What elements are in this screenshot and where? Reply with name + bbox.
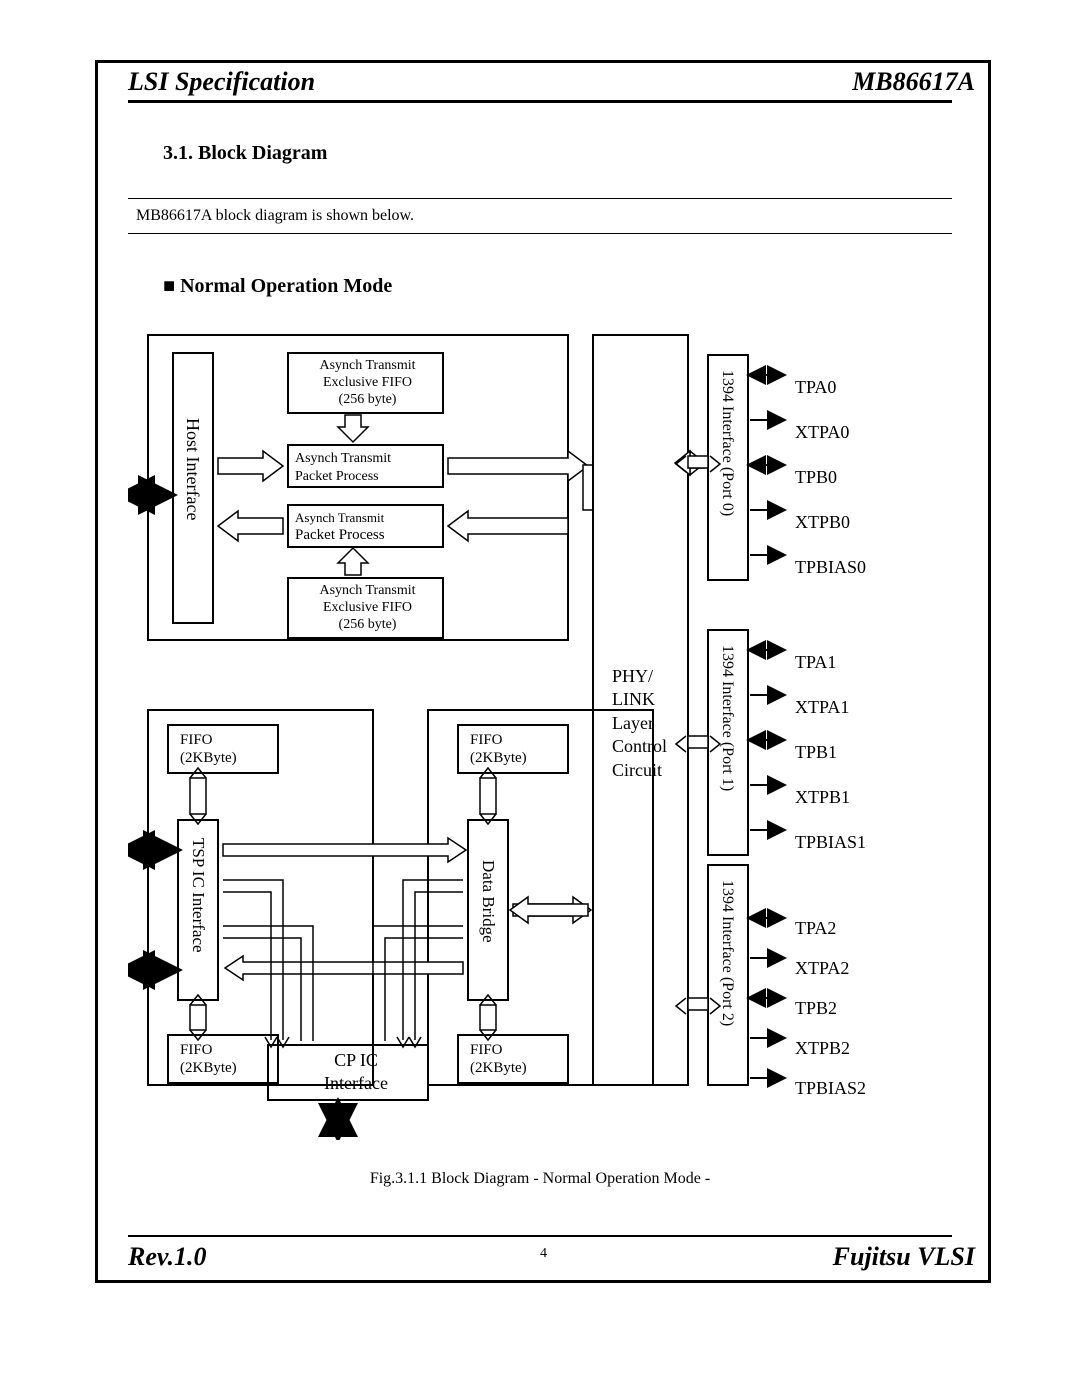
fifo-tr: FIFO (2KByte) xyxy=(470,731,527,767)
tsp-label: TSP IC Interface xyxy=(188,838,208,953)
page: LSI Specification MB86617A 3.1. Block Di… xyxy=(0,0,1080,1397)
intro-box: MB86617A block diagram is shown below. xyxy=(128,198,952,234)
header-right: MB86617A xyxy=(852,67,975,97)
header-left: LSI Specification xyxy=(128,67,315,97)
port1-label: 1394 Interface (Port 1) xyxy=(718,645,736,791)
intro-text: MB86617A block diagram is shown below. xyxy=(128,207,952,225)
bridge-label: Data Bridge xyxy=(478,860,498,943)
fifo-br: FIFO (2KByte) xyxy=(470,1041,527,1077)
port0-label: 1394 Interface (Port 0) xyxy=(718,370,736,516)
fifo-tl: FIFO (2KByte) xyxy=(180,731,237,767)
arx-fifo-bot: Asynch Transmit Exclusive FIFO (256 byte… xyxy=(295,583,440,633)
footer-page: 4 xyxy=(540,1246,547,1262)
host-interface-label: Host Interface xyxy=(182,418,203,520)
footer-left: Rev.1.0 xyxy=(128,1242,206,1272)
figure-caption: Fig.3.1.1 Block Diagram - Normal Operati… xyxy=(128,1170,952,1188)
header-rule xyxy=(128,100,952,103)
footer-rule xyxy=(128,1235,952,1237)
pins-p0: TPA0 XTPA0 TPB0 XTPB0 TPBIAS0 xyxy=(795,365,866,590)
fifo-bl: FIFO (2KByte) xyxy=(180,1041,237,1077)
pins-p2: TPA2 XTPA2 TPB2 XTPB2 TPBIAS2 xyxy=(795,908,866,1108)
mode-title: ■ Normal Operation Mode xyxy=(163,275,392,298)
cpic-label: CP IC Interface xyxy=(296,1049,416,1094)
atx-pp: Asynch Transmit Packet Process xyxy=(295,450,440,485)
footer-right: Fujitsu VLSI xyxy=(833,1242,975,1272)
arx-pp: Asynch Transmit Packet Process xyxy=(295,510,440,545)
section-title: 3.1. Block Diagram xyxy=(163,142,327,165)
pins-p1: TPA1 XTPA1 TPB1 XTPB1 TPBIAS1 xyxy=(795,640,866,865)
port2-label: 1394 Interface (Port 2) xyxy=(718,880,736,1026)
phy-label: PHY/ LINK Layer Control Circuit xyxy=(612,665,667,782)
atx-fifo-top: Asynch Transmit Exclusive FIFO (256 byte… xyxy=(295,358,440,408)
